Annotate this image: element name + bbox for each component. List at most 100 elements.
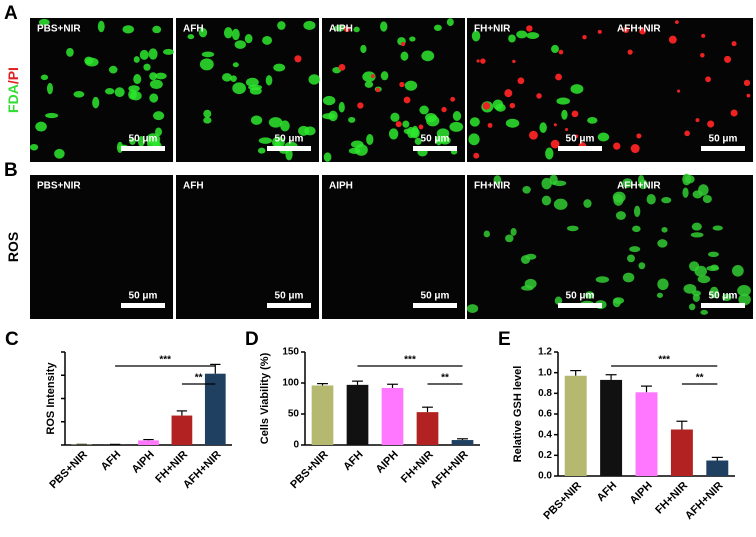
cell [355, 144, 368, 156]
cell [587, 117, 597, 124]
cell [522, 186, 530, 194]
tile-label: AIPH [329, 24, 353, 35]
cell [105, 88, 114, 94]
x-tick-label: AFH [99, 449, 124, 474]
row-label: ROS [5, 232, 21, 262]
cell [84, 57, 93, 65]
cell [693, 294, 700, 302]
cell [698, 275, 711, 283]
cell [701, 34, 705, 38]
cell [516, 31, 527, 39]
cell [629, 246, 640, 252]
cell [381, 71, 389, 80]
cell [202, 52, 214, 58]
cell [150, 80, 163, 89]
cell [582, 35, 586, 39]
y-tick-label: 0.6 [538, 409, 552, 420]
panel-label: E [498, 329, 511, 350]
tile-label: AFH [183, 181, 204, 192]
cell [259, 137, 272, 143]
row-label-part: /PI [5, 67, 21, 84]
cell [222, 73, 232, 81]
bar [600, 380, 622, 476]
cell [468, 133, 479, 145]
cell [401, 42, 405, 46]
cell [695, 118, 699, 122]
cell [700, 310, 708, 315]
cell [348, 117, 355, 123]
cell [657, 239, 667, 248]
cell [140, 50, 149, 60]
cell [371, 74, 375, 78]
bar [417, 412, 439, 445]
bar [706, 461, 728, 477]
cell [128, 85, 140, 92]
cell [511, 228, 517, 236]
cell [324, 152, 332, 161]
cell [684, 131, 690, 137]
significance-label: ** [441, 373, 449, 384]
scale-bar [121, 146, 165, 151]
cell [376, 88, 380, 92]
panel-label: C [5, 329, 19, 350]
scale-label: 50 μm [421, 291, 450, 302]
cell [399, 82, 404, 87]
cell [35, 122, 47, 132]
cell [565, 128, 568, 131]
scale-label: 50 μm [566, 134, 595, 145]
cell [153, 111, 164, 120]
cell [554, 123, 557, 126]
cell [187, 34, 194, 39]
scale-bar [267, 303, 311, 308]
cell [262, 36, 272, 45]
cell [149, 72, 157, 80]
panel-label: D [245, 329, 259, 350]
cell [638, 262, 645, 269]
cell [410, 128, 420, 139]
cell [551, 45, 559, 53]
cell [689, 304, 695, 311]
row-label: FDA/PI [5, 67, 21, 113]
cell [613, 297, 624, 304]
cell [366, 134, 373, 145]
bar [565, 376, 587, 476]
cell [705, 76, 711, 82]
cell [708, 252, 719, 257]
cell [200, 58, 214, 70]
cell [404, 97, 411, 104]
cell [661, 197, 671, 203]
cell [152, 26, 161, 33]
scale-label: 50 μm [129, 291, 158, 302]
cell [245, 34, 253, 43]
cell [402, 120, 409, 127]
row-label-part: ROS [5, 232, 21, 262]
cell [598, 30, 602, 34]
cell [634, 206, 640, 217]
scale-bar [267, 146, 311, 151]
cell [232, 29, 240, 40]
cell [488, 123, 493, 128]
x-tick-label: PBS+NIR [541, 480, 583, 522]
cell [724, 56, 731, 63]
cell [409, 37, 415, 42]
cell [744, 80, 750, 86]
panel-label: B [4, 160, 18, 181]
cell [308, 74, 319, 84]
cell [700, 53, 704, 57]
cell [323, 96, 335, 105]
x-tick-label: PBS+NIR [47, 449, 89, 491]
x-tick-label: AFH [341, 449, 366, 474]
cell [396, 121, 402, 127]
cell [426, 115, 439, 126]
significance-label: *** [658, 355, 670, 366]
tile-label: AFH [183, 24, 204, 35]
cell [732, 265, 744, 277]
scale-label: 50 μm [275, 134, 304, 145]
cell [627, 254, 635, 262]
cell [632, 226, 641, 232]
cell [224, 27, 233, 38]
cell [357, 102, 363, 108]
cell [747, 94, 751, 98]
cell [473, 153, 479, 159]
cell [710, 264, 718, 270]
